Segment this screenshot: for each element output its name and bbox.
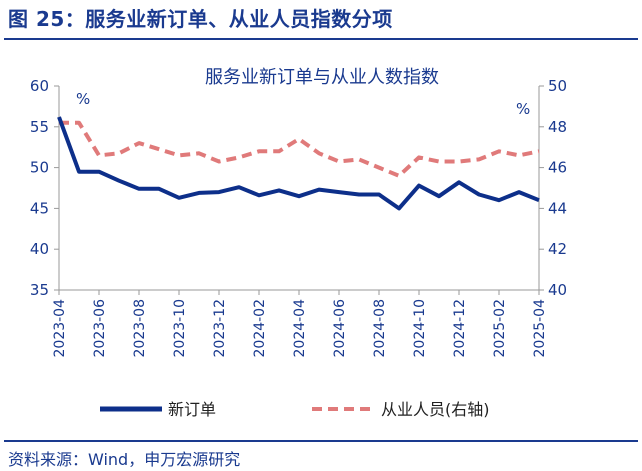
source-divider [4, 440, 638, 442]
left-tick-label: 55 [30, 118, 49, 136]
right-axis-unit: % [516, 100, 530, 118]
x-tick-label: 2024-10 [412, 299, 428, 358]
x-tick-label: 2024-08 [372, 299, 388, 358]
series-layer [57, 116, 540, 211]
figure-title: 图 25：服务业新订单、从业人员指数分项 [8, 7, 393, 31]
x-tick-label: 2023-12 [212, 299, 228, 358]
x-tick-label: 2024-04 [292, 299, 308, 358]
x-tick-label: 2023-10 [172, 299, 188, 358]
x-tick-label: 2024-02 [252, 299, 268, 358]
right-tick-label: 50 [548, 77, 567, 95]
series-line-employment [59, 120, 540, 178]
right-tick-label: 48 [548, 118, 567, 136]
x-tick-label: 2025-04 [532, 299, 548, 358]
legend-label-new-orders: 新订单 [168, 400, 216, 419]
right-tick-label: 46 [548, 159, 567, 177]
left-axis-unit: % [76, 90, 90, 108]
legend: 新订单 从业人员(右轴) [100, 400, 490, 419]
x-tick-label: 2025-02 [492, 299, 508, 358]
x-tick-label: 2023-06 [92, 299, 108, 358]
left-tick-label: 50 [30, 159, 49, 177]
right-tick-label: 42 [548, 240, 567, 258]
series-line-new-orders [57, 116, 540, 211]
x-axis-ticks: 2023-04 2023-06 2023-08 2023-10 2023-12 2024-… [52, 290, 548, 358]
legend-label-employment: 从业人员(右轴) [381, 400, 490, 419]
title-divider [4, 38, 638, 40]
left-tick-label: 40 [30, 240, 49, 258]
x-tick-label: 2023-08 [132, 299, 148, 358]
chart-title: 服务业新订单与从业人数指数 [205, 67, 439, 88]
left-tick-label: 45 [30, 199, 49, 217]
left-axis-ticks: 35 40 45 50 55 60 [30, 77, 59, 299]
right-tick-label: 40 [548, 281, 567, 299]
left-tick-label: 35 [30, 281, 49, 299]
x-tick-label: 2023-04 [52, 299, 68, 358]
source-note: 资料来源：Wind，申万宏源研究 [8, 450, 241, 469]
x-tick-label: 2024-12 [452, 299, 468, 358]
right-tick-label: 44 [548, 199, 567, 217]
x-tick-label: 2024-06 [332, 299, 348, 358]
left-tick-label: 60 [30, 77, 49, 95]
right-axis-ticks: 40 42 44 46 48 50 [539, 77, 567, 299]
